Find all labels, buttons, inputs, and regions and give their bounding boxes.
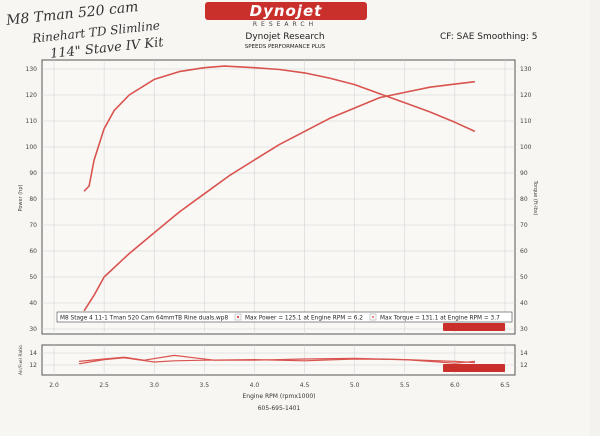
y-tick-label-right: 120 — [520, 92, 532, 99]
dynojet-watermark-main — [443, 323, 505, 331]
y-tick-label-left: 90 — [29, 170, 37, 177]
x-axis-label: Engine RPM (rpmx1000) — [243, 393, 316, 400]
afr-run_2-curve — [79, 354, 475, 364]
x-tick-label: 5.5 — [400, 382, 410, 389]
torque-curve — [83, 65, 476, 192]
x-tick-label: 2.0 — [49, 382, 59, 389]
y-axis-label-afr: Air/Fuel Ratio — [18, 345, 24, 375]
power-torque-plot — [41, 59, 516, 335]
y-tick-label-left: 70 — [29, 222, 37, 229]
page-title: Dynojet Research — [245, 32, 325, 42]
y-tick-label-right: 90 — [520, 170, 528, 177]
y-tick-label-right: 130 — [520, 66, 532, 73]
x-tick-label: 3.5 — [200, 382, 210, 389]
y-tick-label-left: 120 — [26, 92, 38, 99]
x-tick-label: 6.5 — [500, 382, 510, 389]
y-tick-label-right: 70 — [520, 222, 528, 229]
x-tick-label: 6.0 — [450, 382, 460, 389]
y-axis-label-torque: Torque (ft-lbs) — [532, 180, 538, 216]
afr-y-tick-label-left: 14 — [29, 350, 37, 357]
y-tick-label-left: 50 — [29, 274, 37, 281]
y-tick-label-left: 60 — [29, 248, 37, 255]
afr-y-tick-label-right: 14 — [520, 350, 528, 357]
x-tick-label: 5.0 — [350, 382, 360, 389]
y-tick-label-left: 30 — [29, 326, 37, 333]
y-tick-label-right: 50 — [520, 274, 528, 281]
page-subtitle: SPEEDS PERFORMANCE PLUS — [244, 44, 326, 50]
footer-phone: 605-695-1401 — [258, 405, 301, 412]
legend: M8 Stage 4 11-1 Tman 520 Cam 64mmTB Rine… — [56, 311, 513, 323]
legend-max-torque: Max Torque = 131.1 at Engine RPM = 3.7 — [380, 316, 500, 322]
afr-plot — [41, 344, 516, 376]
y-tick-label-left: 80 — [29, 196, 37, 203]
y-tick-label-left: 40 — [29, 300, 37, 307]
y-axis-label-power: Power (hp) — [18, 184, 24, 211]
afr-y-tick-label-left: 12 — [29, 362, 37, 369]
dynojet-watermark-afr — [443, 364, 505, 372]
x-tick-label: 2.5 — [99, 382, 109, 389]
y-tick-label-right: 110 — [520, 118, 532, 125]
legend-run-file: M8 Stage 4 11-1 Tman 520 Cam 64mmTB Rine… — [60, 316, 228, 322]
y-tick-label-left: 110 — [26, 118, 38, 125]
x-tick-label: 3.0 — [149, 382, 159, 389]
y-tick-label-left: 100 — [26, 144, 38, 151]
y-tick-label-left: 130 — [26, 66, 38, 73]
power-curve — [83, 80, 475, 312]
y-tick-label-right: 80 — [520, 196, 528, 203]
afr-y-tick-label-right: 12 — [520, 362, 528, 369]
logo-research-text: RESEARCH — [252, 21, 318, 28]
y-tick-label-right: 60 — [520, 248, 528, 255]
correction-info: CF: SAE Smoothing: 5 — [440, 32, 538, 42]
y-tick-label-right: 40 — [520, 300, 528, 307]
x-tick-label: 4.0 — [250, 382, 260, 389]
y-tick-label-right: 30 — [520, 326, 528, 333]
main-plot-frame — [41, 59, 516, 335]
dynojet-logo: Dynojet — [205, 2, 367, 20]
legend-max-power: Max Power = 125.1 at Engine RPM = 6.2 — [245, 316, 363, 322]
x-tick-label: 4.5 — [300, 382, 310, 389]
y-tick-label-right: 100 — [520, 144, 532, 151]
